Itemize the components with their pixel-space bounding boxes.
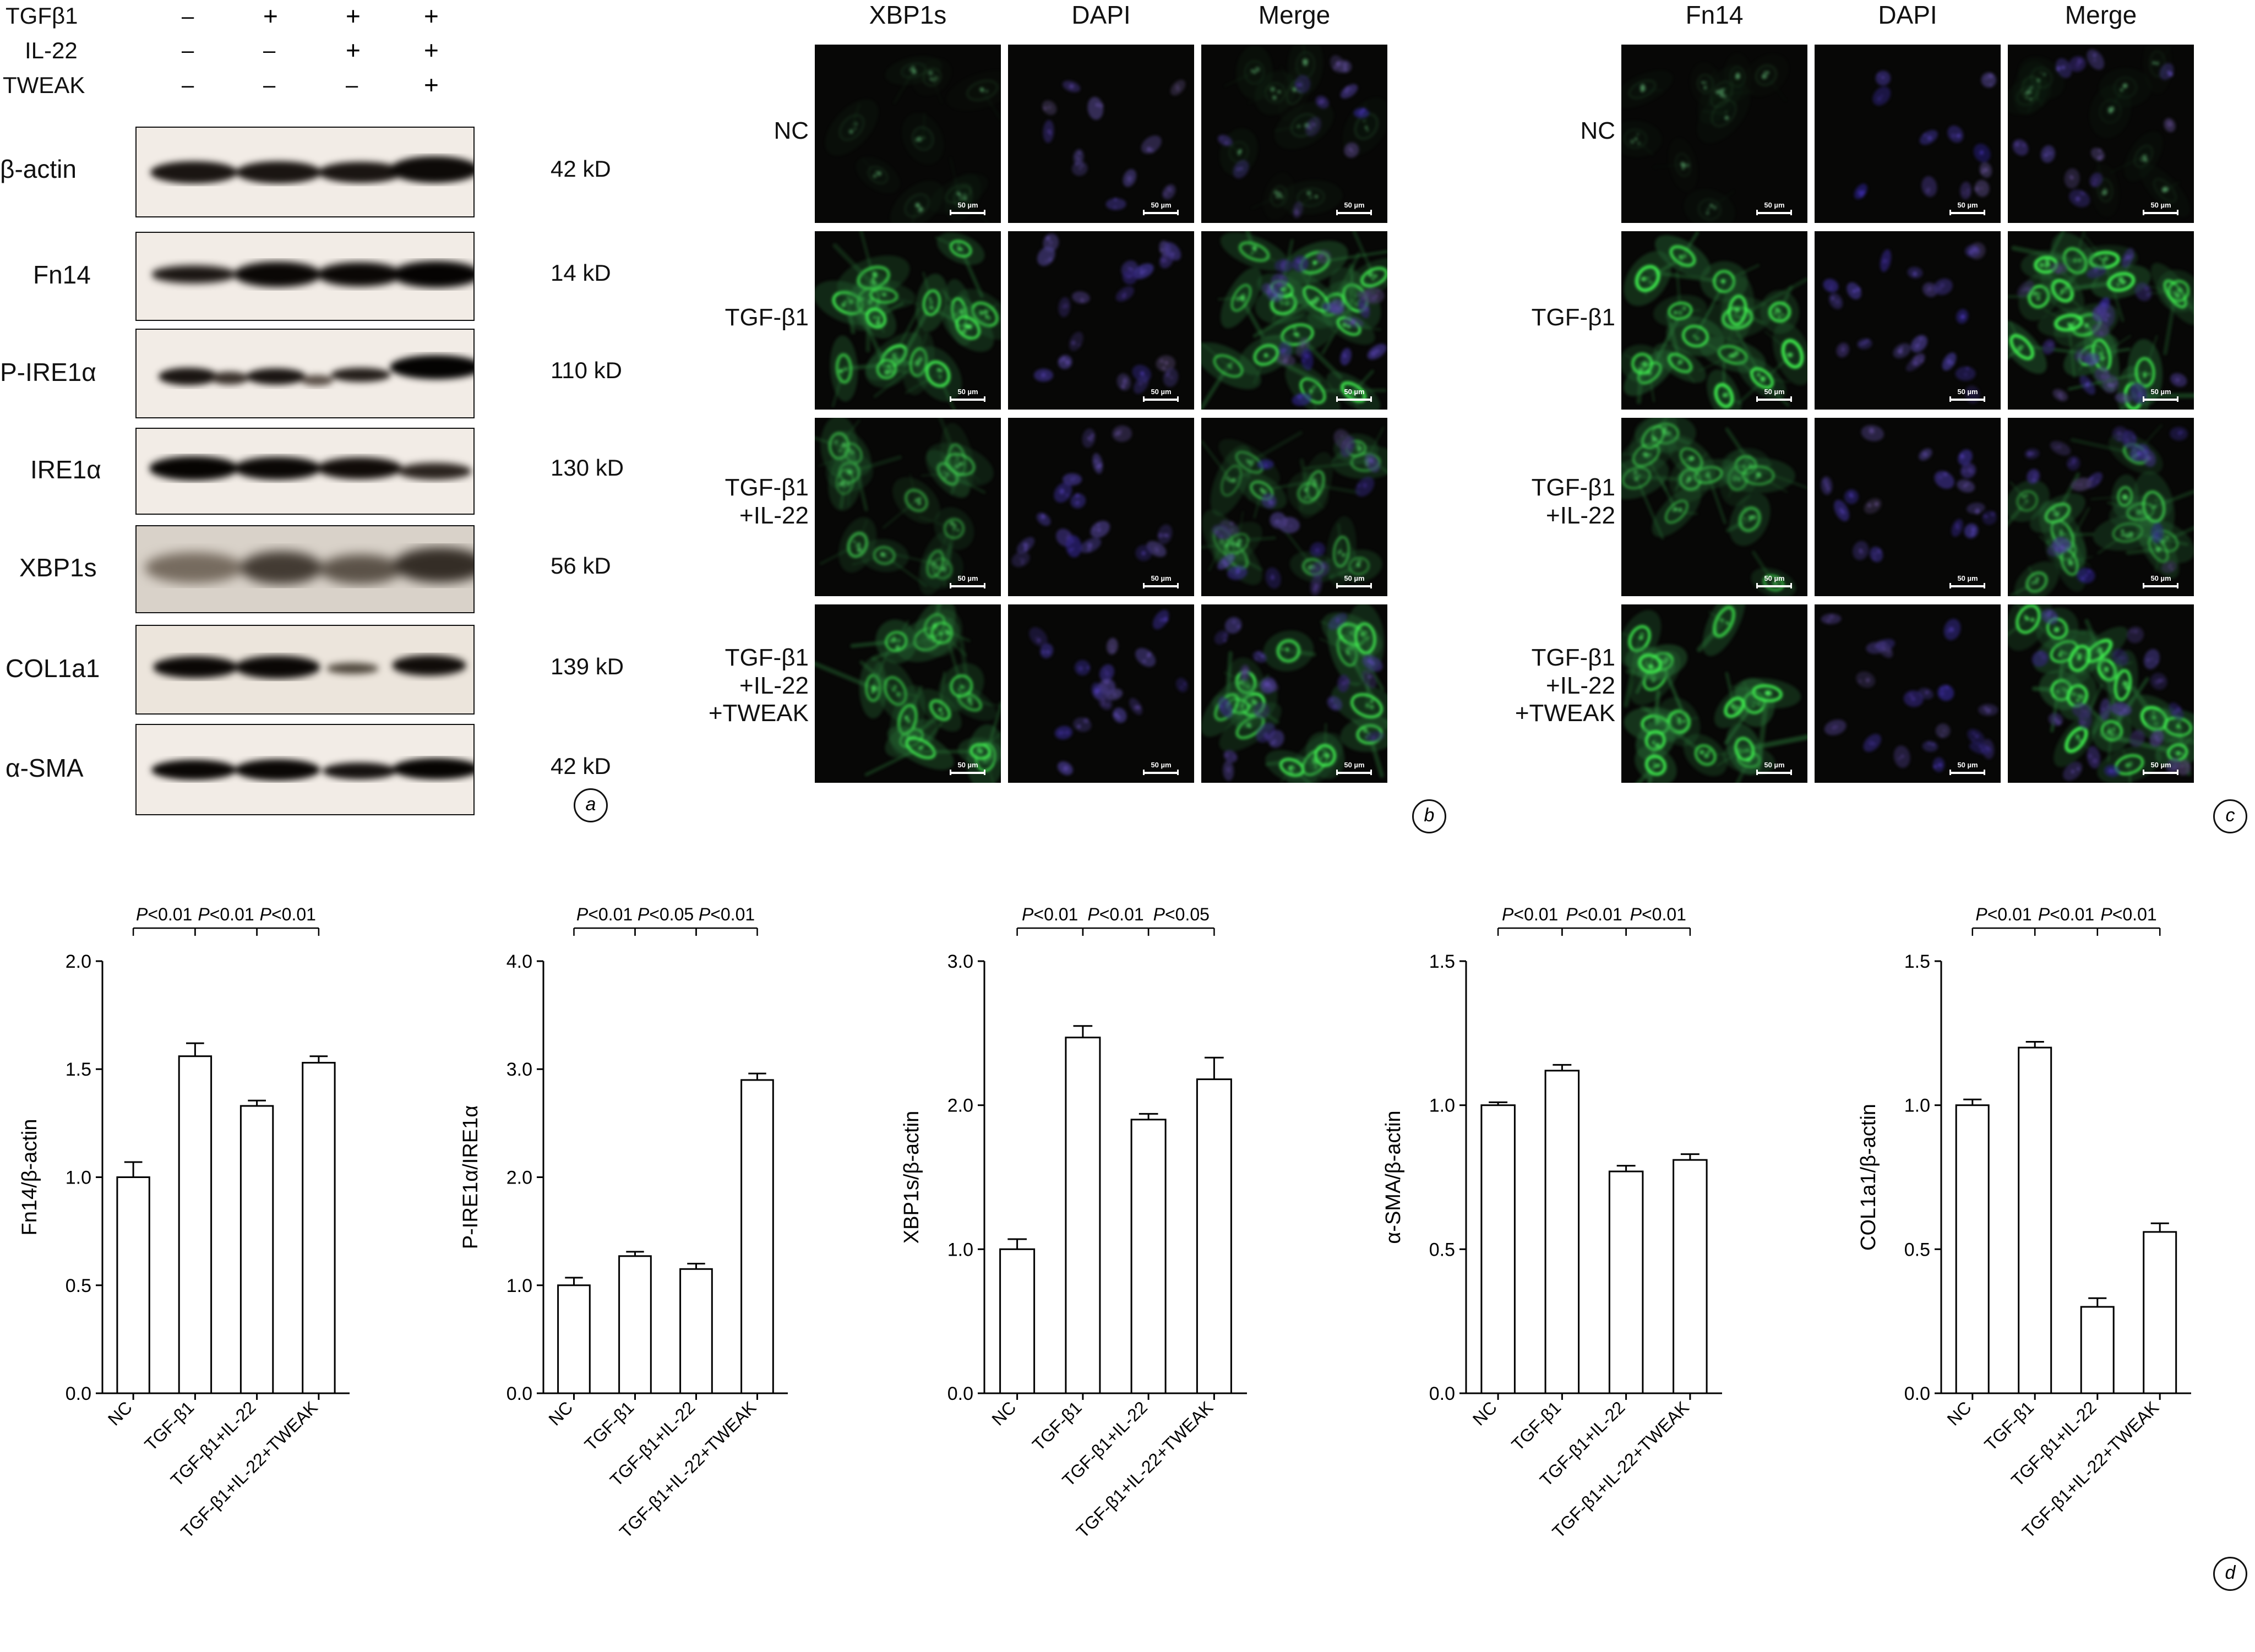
svg-text:TGF-β1: TGF-β1 — [1508, 1397, 1565, 1454]
svg-text:0.0: 0.0 — [66, 1383, 91, 1404]
svg-text:P<0.01: P<0.01 — [1975, 904, 2031, 924]
svg-text:α-SMA/β-actin: α-SMA/β-actin — [1382, 1110, 1405, 1244]
svg-text:50 µm: 50 µm — [2150, 761, 2171, 769]
svg-text:0.0: 0.0 — [947, 1383, 973, 1404]
svg-text:1.0: 1.0 — [1904, 1095, 1930, 1116]
svg-text:3.0: 3.0 — [947, 951, 973, 972]
svg-text:1.5: 1.5 — [1429, 951, 1455, 972]
svg-text:TGF-β1+IL-22+TWEAK: TGF-β1+IL-22+TWEAK — [1072, 1397, 1217, 1541]
svg-text:50 µm: 50 µm — [1764, 388, 1784, 396]
svg-text:P<0.01: P<0.01 — [1087, 904, 1143, 924]
svg-text:50 µm: 50 µm — [2150, 388, 2171, 396]
svg-text:P<0.01: P<0.01 — [699, 904, 755, 924]
svg-text:1.5: 1.5 — [66, 1059, 91, 1080]
svg-text:P<0.01: P<0.01 — [136, 904, 192, 924]
svg-text:50 µm: 50 µm — [1764, 201, 1784, 209]
svg-text:0.5: 0.5 — [1904, 1239, 1930, 1260]
svg-text:50 µm: 50 µm — [1957, 761, 1978, 769]
svg-text:3.0: 3.0 — [506, 1059, 532, 1080]
svg-text:TGF-β1: TGF-β1 — [1980, 1397, 2038, 1454]
svg-text:NC: NC — [544, 1397, 576, 1429]
svg-text:50 µm: 50 µm — [1764, 761, 1784, 769]
svg-text:0.5: 0.5 — [66, 1275, 91, 1296]
svg-text:Fn14/β-actin: Fn14/β-actin — [18, 1119, 41, 1236]
svg-text:P<0.01: P<0.01 — [1566, 904, 1622, 924]
svg-text:50 µm: 50 µm — [1957, 574, 1978, 582]
svg-text:2.0: 2.0 — [506, 1168, 532, 1188]
svg-text:0.5: 0.5 — [1429, 1239, 1455, 1260]
svg-text:P<0.01: P<0.01 — [198, 904, 254, 924]
svg-text:P<0.01: P<0.01 — [1630, 904, 1686, 924]
svg-text:1.0: 1.0 — [1429, 1095, 1455, 1116]
svg-text:50 µm: 50 µm — [2150, 574, 2171, 582]
svg-text:1.0: 1.0 — [506, 1275, 532, 1296]
svg-text:P-IRE1α/IRE1α: P-IRE1α/IRE1α — [459, 1105, 482, 1249]
svg-text:P<0.01: P<0.01 — [260, 904, 316, 924]
svg-text:COL1a1/β-actin: COL1a1/β-actin — [1857, 1104, 1880, 1251]
svg-text:0.0: 0.0 — [1429, 1383, 1455, 1404]
svg-text:0.0: 0.0 — [1904, 1383, 1930, 1404]
svg-text:P<0.01: P<0.01 — [576, 904, 633, 924]
svg-text:4.0: 4.0 — [506, 951, 532, 972]
svg-text:P<0.01: P<0.01 — [1022, 904, 1078, 924]
svg-text:50 µm: 50 µm — [1957, 388, 1978, 396]
svg-text:P<0.05: P<0.05 — [1153, 904, 1210, 924]
svg-text:TGF-β1: TGF-β1 — [141, 1397, 198, 1454]
svg-text:TGF-β1: TGF-β1 — [1028, 1397, 1086, 1454]
svg-text:XBP1s/β-actin: XBP1s/β-actin — [900, 1111, 923, 1244]
svg-text:2.0: 2.0 — [66, 951, 91, 972]
svg-text:P<0.05: P<0.05 — [638, 904, 694, 924]
svg-text:NC: NC — [1943, 1397, 1975, 1429]
svg-text:P<0.01: P<0.01 — [2038, 904, 2094, 924]
svg-text:NC: NC — [1469, 1397, 1501, 1429]
svg-text:1.0: 1.0 — [66, 1168, 91, 1188]
svg-text:50 µm: 50 µm — [1764, 574, 1784, 582]
svg-text:0.0: 0.0 — [506, 1383, 532, 1404]
svg-text:50 µm: 50 µm — [2150, 201, 2171, 209]
svg-text:50 µm: 50 µm — [1957, 201, 1978, 209]
svg-text:P<0.01: P<0.01 — [1502, 904, 1558, 924]
svg-text:1.0: 1.0 — [947, 1239, 973, 1260]
svg-text:2.0: 2.0 — [947, 1095, 973, 1116]
svg-text:NC: NC — [988, 1397, 1020, 1429]
svg-text:TGF-β1: TGF-β1 — [581, 1397, 638, 1454]
svg-text:NC: NC — [104, 1397, 136, 1429]
svg-text:P<0.01: P<0.01 — [2100, 904, 2156, 924]
svg-text:1.5: 1.5 — [1904, 951, 1930, 972]
